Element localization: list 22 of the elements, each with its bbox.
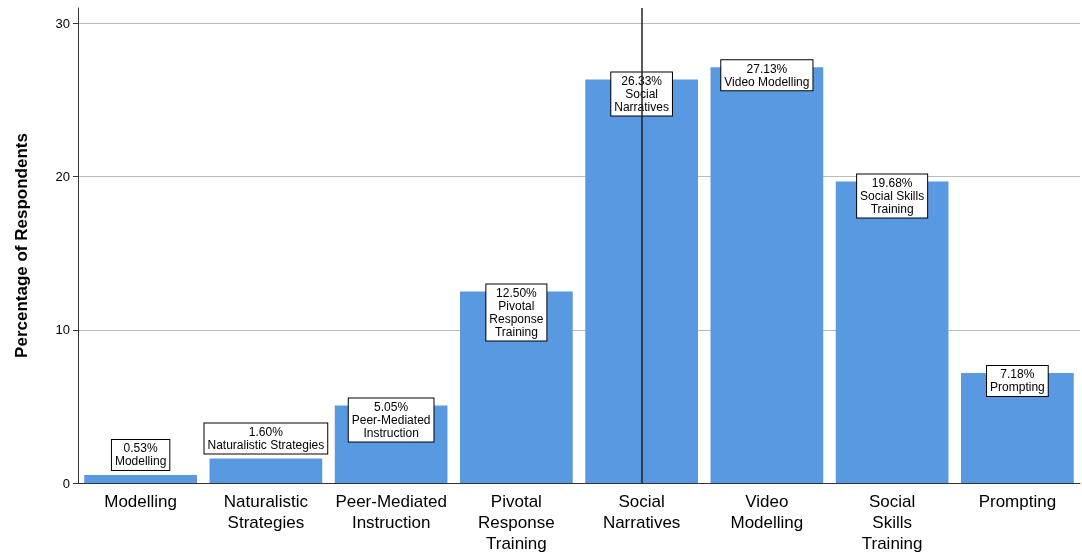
x-tick-label: Naturalistic Strategies bbox=[223, 492, 309, 532]
data-label: 0.53% Modelling bbox=[114, 441, 167, 469]
data-label: 5.05% Peer-Mediated Instruction bbox=[351, 400, 431, 441]
y-tick-label: 0 bbox=[62, 475, 70, 491]
x-tick-label: Peer-Mediated Instruction bbox=[335, 492, 447, 532]
y-tick-label: 20 bbox=[55, 169, 70, 185]
x-tick-label: Social Skills Training bbox=[861, 492, 923, 553]
data-label: 19.68% Social Skills Training bbox=[860, 175, 925, 216]
bar bbox=[209, 458, 323, 483]
y-tick-label: 30 bbox=[55, 15, 70, 31]
data-label: 27.13% Video Modelling bbox=[724, 61, 810, 89]
data-label: 12.50% Pivotal Response Training bbox=[489, 285, 544, 339]
x-tick-label: Prompting bbox=[978, 492, 1057, 511]
x-tick-label: Pivotal Response Training bbox=[478, 492, 555, 553]
x-tick-label: Social Narratives bbox=[602, 492, 681, 532]
data-label: 1.60% Naturalistic Strategies bbox=[207, 424, 325, 452]
x-tick-label: Modelling bbox=[104, 492, 178, 511]
data-label: 7.18% Prompting bbox=[990, 367, 1045, 395]
bar bbox=[84, 474, 197, 483]
y-axis-title: Percentage of Respondents bbox=[12, 133, 31, 358]
y-tick-label: 10 bbox=[55, 322, 70, 338]
x-tick-label: Video Modelling bbox=[730, 492, 804, 532]
